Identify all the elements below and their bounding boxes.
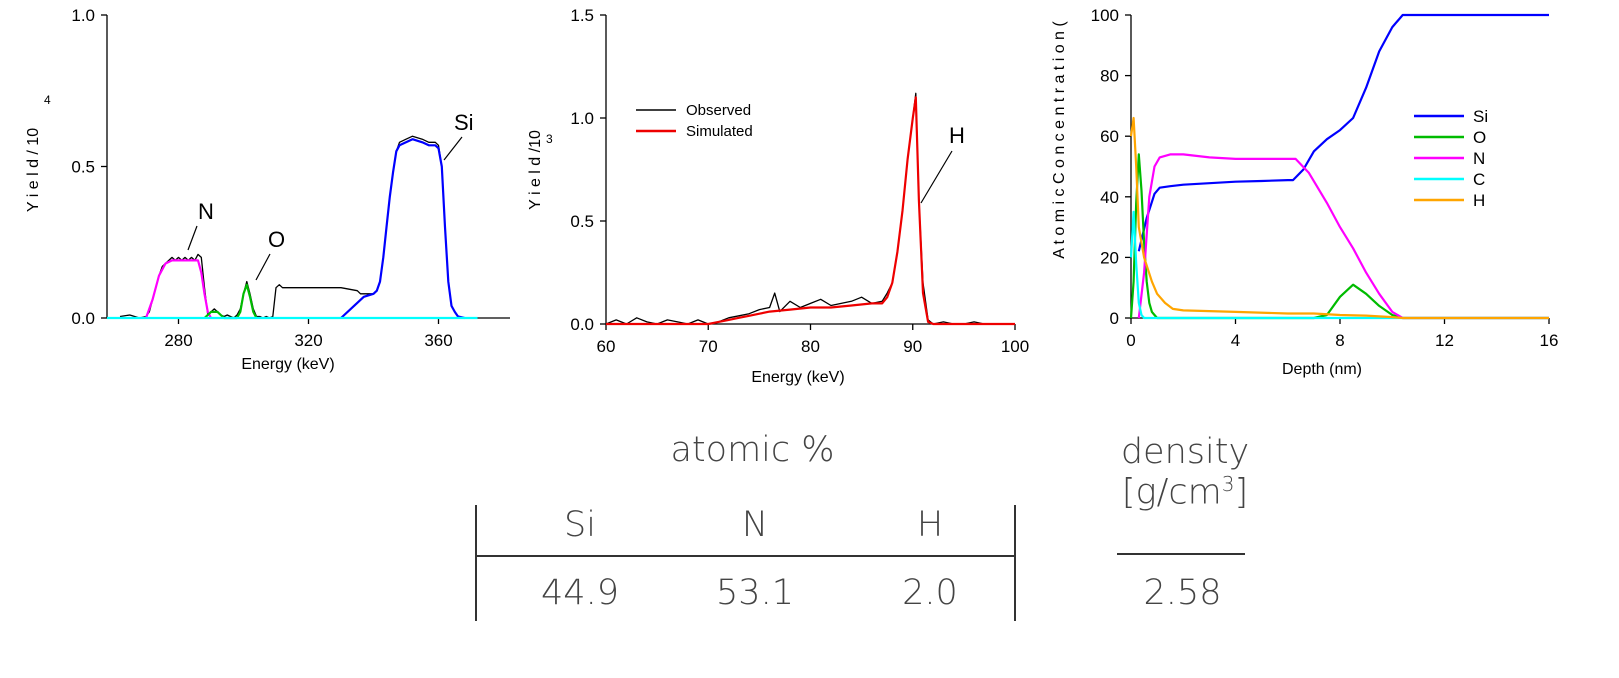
legend-label-observed: Observed — [686, 102, 751, 119]
series-line-si — [340, 138, 465, 320]
density-header: density [g/cm3] — [1110, 432, 1260, 513]
series-line-n — [1137, 153, 1549, 320]
peak-label-n: N — [198, 199, 214, 224]
y-axis-exponent: 3 — [546, 132, 553, 146]
y-tick-label-0: 0.0 — [570, 315, 594, 334]
series-line-si — [1137, 13, 1549, 252]
y-tick-label-1: 0.5 — [71, 158, 95, 177]
x-axis-title: Energy (keV) — [751, 369, 844, 386]
x-tick-label-4: 16 — [1540, 331, 1559, 350]
y-tick-label-1: 0.5 — [570, 212, 594, 231]
peak-label-o: O — [268, 227, 285, 252]
chart2-axes — [1130, 15, 1549, 319]
series-line-h — [1129, 116, 1549, 320]
x-tick-label-4: 100 — [1001, 337, 1029, 356]
peak-arrow-h — [920, 150, 953, 204]
density-value: 2.58 — [1143, 573, 1222, 613]
value-h: 2.0 — [902, 573, 958, 613]
y-tick-label-0: 0 — [1110, 309, 1119, 328]
series-line-o — [203, 283, 258, 320]
column-header-si: Si — [564, 505, 596, 545]
table-right-border — [1014, 505, 1016, 621]
legend-label-c: C — [1473, 170, 1485, 189]
column-header-n: N — [741, 505, 769, 545]
y-tick-label-4: 80 — [1100, 67, 1119, 86]
column-header-h: H — [916, 505, 944, 545]
y-axis-title: Y i e l d / 10 — [25, 128, 42, 212]
series-line-o — [1129, 153, 1549, 320]
peak-arrow-o — [255, 253, 271, 281]
x-tick-label-1: 320 — [294, 331, 322, 350]
density-header-line2: [g/cm3] — [1110, 472, 1260, 513]
x-tick-label-2: 360 — [424, 331, 452, 350]
y-tick-label-0: 0.0 — [71, 309, 95, 328]
y-tick-label-5: 100 — [1091, 6, 1119, 25]
y-tick-label-1: 20 — [1100, 248, 1119, 267]
x-axis-title: Depth (nm) — [1282, 361, 1362, 378]
y-axis-exponent: 4 — [44, 93, 51, 107]
legend: Observed Simulated — [636, 102, 753, 140]
x-tick-label-3: 12 — [1435, 331, 1454, 350]
y-tick-label-2: 1.0 — [570, 109, 594, 128]
x-tick-label-3: 90 — [903, 337, 922, 356]
legend-label-o: O — [1473, 128, 1486, 147]
atomic-percent-header: atomic % — [670, 430, 835, 470]
x-tick-label-0: 280 — [164, 331, 192, 350]
peak-label-si: Si — [454, 110, 474, 135]
peak-labels: N O Si — [187, 110, 474, 281]
y-tick-label-2: 40 — [1100, 188, 1119, 207]
x-tick-label-1: 70 — [699, 337, 718, 356]
x-tick-label-2: 80 — [801, 337, 820, 356]
x-tick-label-1: 4 — [1231, 331, 1240, 350]
table-header-rule — [475, 555, 1016, 557]
y-tick-label-3: 1.5 — [570, 6, 594, 25]
density-unit-exponent: 3 — [1221, 472, 1235, 496]
x-tick-label-0: 60 — [597, 337, 616, 356]
legend-label-simulated: Simulated — [686, 123, 753, 140]
y-tick-label-2: 1.0 — [71, 6, 95, 25]
peak-arrow-si — [443, 136, 463, 161]
value-si: 44.9 — [541, 573, 619, 613]
series-line-simulated — [606, 96, 1015, 326]
y-tick-label-3: 60 — [1100, 127, 1119, 146]
density-unit: [g/cm — [1121, 472, 1222, 513]
peak-label-h: H — [949, 123, 965, 148]
y-axis-title: A t o m i c C o n c e n t r a t i o n ( — [1051, 21, 1068, 259]
density-unit-close: ] — [1234, 472, 1249, 513]
x-tick-label-2: 8 — [1335, 331, 1344, 350]
x-axis-title: Energy (keV) — [241, 356, 334, 373]
table-left-border — [475, 505, 477, 621]
density-header-rule — [1117, 553, 1245, 555]
legend-label-si: Si — [1473, 107, 1488, 126]
y-axis-title: Y i e l d /10 — [527, 130, 544, 210]
x-tick-label-0: 0 — [1126, 331, 1135, 350]
value-n: 53.1 — [716, 573, 794, 613]
legend-label-h: H — [1473, 191, 1485, 210]
series-line-c — [1129, 210, 1549, 320]
peak-arrow-n — [187, 225, 198, 251]
series-line-n — [144, 259, 212, 319]
legend-label-n: N — [1473, 149, 1485, 168]
density-header-line1: density — [1120, 432, 1250, 472]
